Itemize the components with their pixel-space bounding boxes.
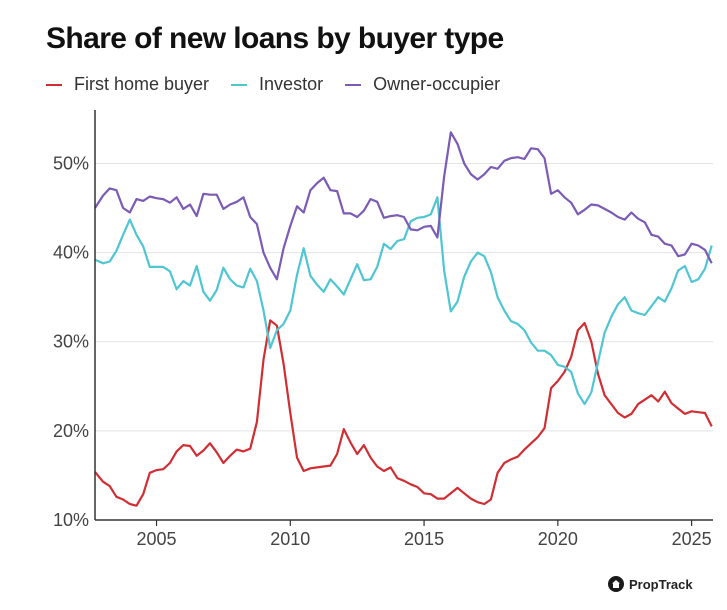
y-tick-label: 20% xyxy=(53,421,89,441)
brand-name: PropTrack xyxy=(629,576,693,592)
series-line-first-home-buyer xyxy=(94,319,713,507)
x-tick-label: 2010 xyxy=(270,529,310,549)
y-tick-label: 30% xyxy=(53,332,89,352)
x-tick-label: 2025 xyxy=(672,529,712,549)
x-tick-label: 2020 xyxy=(538,529,578,549)
legend-item-investor: Investor xyxy=(231,74,323,95)
series-line-owner-occupier xyxy=(94,131,713,281)
legend-item-first-home-buyer: First home buyer xyxy=(46,74,209,95)
chart-title: Share of new loans by buyer type xyxy=(46,22,504,55)
y-tick-label: 40% xyxy=(53,243,89,263)
house-icon xyxy=(608,576,624,592)
legend-swatch xyxy=(231,83,248,86)
y-tick-label: 50% xyxy=(53,153,89,173)
x-tick-label: 2015 xyxy=(404,529,444,549)
chart-legend: First home buyer Investor Owner-occupier xyxy=(46,74,522,95)
legend-swatch xyxy=(46,83,62,86)
legend-item-owner-occupier: Owner-occupier xyxy=(345,74,500,95)
legend-label: First home buyer xyxy=(74,74,210,94)
y-tick-label: 10% xyxy=(53,510,89,530)
series-line-investor xyxy=(94,196,713,406)
legend-label: Investor xyxy=(259,74,324,94)
legend-swatch xyxy=(345,83,362,86)
legend-label: Owner-occupier xyxy=(373,74,501,94)
proptrack-logo: PropTrack xyxy=(608,576,693,592)
x-tick-label: 2005 xyxy=(137,529,177,549)
